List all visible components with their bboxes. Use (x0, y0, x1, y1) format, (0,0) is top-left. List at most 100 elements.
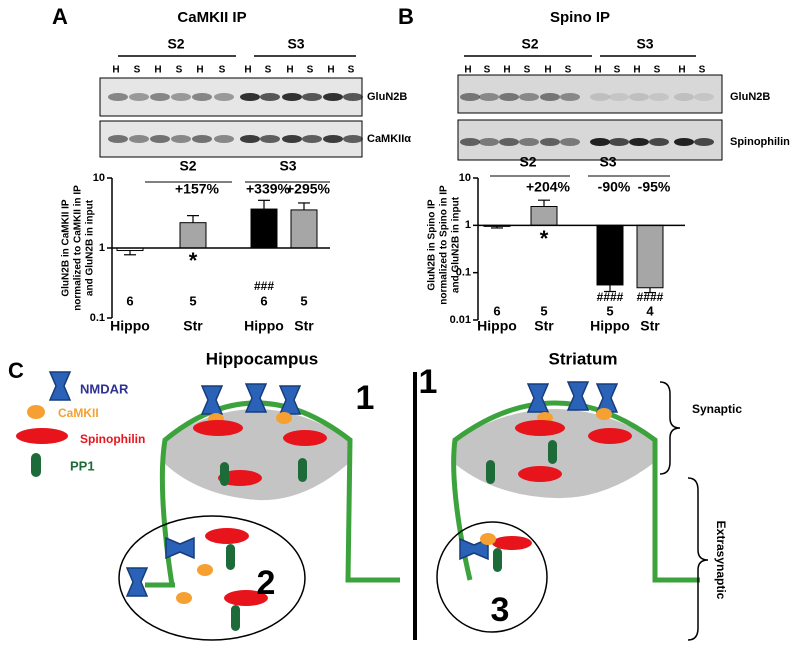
blot-band (302, 93, 322, 101)
legend-camkii-icon (27, 405, 45, 419)
lane-label: S (699, 65, 706, 76)
region-label: Hippocampus (206, 349, 318, 368)
blot-band (560, 93, 580, 101)
n-label: 4 (646, 303, 654, 318)
lane-label: H (594, 65, 601, 76)
panel-title: Spino IP (550, 9, 610, 26)
blot-label: GluN2B (730, 91, 770, 103)
brace-label: Synaptic (692, 402, 742, 416)
n-label: 6 (260, 293, 267, 308)
brace (687, 477, 709, 641)
blot-band (540, 138, 560, 146)
lane-label: S (307, 65, 314, 76)
y-tick-label: 10 (459, 172, 471, 184)
blot-band (214, 93, 234, 101)
brace-label: Extrasynaptic (714, 521, 728, 600)
blot-group-label: S3 (636, 36, 653, 52)
spinophilin (224, 590, 268, 606)
pool-circle (118, 515, 306, 641)
spinophilin (518, 466, 562, 482)
blot-band (629, 93, 649, 101)
blot-band (560, 138, 580, 146)
blot-band (260, 93, 280, 101)
nmdar (567, 381, 589, 411)
significance: ### (254, 279, 274, 293)
blot-band (150, 93, 170, 101)
spinophilin (283, 430, 327, 446)
annotation: +157% (175, 181, 220, 197)
y-tick-label: 0.01 (450, 314, 471, 326)
blot-band (499, 138, 519, 146)
bar (290, 209, 318, 249)
pp1 (298, 458, 307, 482)
blot-band (519, 138, 539, 146)
blot-band (649, 93, 669, 101)
blot-band (460, 93, 480, 101)
blot-band (674, 138, 694, 146)
pp1 (226, 544, 235, 570)
panel-letter: C (8, 358, 24, 383)
bar (596, 224, 624, 286)
blot-band (540, 93, 560, 101)
blot-band (343, 93, 363, 101)
blot-band (108, 135, 128, 143)
spinophilin (515, 420, 565, 436)
pp1 (548, 440, 557, 464)
blot-band (609, 138, 629, 146)
blot-band (171, 135, 191, 143)
brace (659, 381, 681, 475)
blot-band (171, 93, 191, 101)
blot-band (460, 138, 480, 146)
lane-label: S (654, 65, 661, 76)
blot-band (694, 138, 714, 146)
blot-band (590, 93, 610, 101)
lane-label: H (196, 65, 203, 76)
y-axis-label: normalized to Spino in IP (439, 185, 450, 305)
pool-label: 3 (491, 591, 510, 629)
pool-label: 1 (356, 379, 375, 417)
blot-band (590, 138, 610, 146)
spinophilin (193, 420, 243, 436)
group-label: S3 (279, 158, 296, 174)
significance: #### (597, 290, 624, 304)
y-tick-label: 0.1 (456, 267, 471, 279)
group-label: S2 (519, 154, 536, 170)
blot-band (260, 135, 280, 143)
blot-band (479, 93, 499, 101)
legend-nmdar-icon (49, 371, 71, 401)
blot-band (282, 93, 302, 101)
annotation: +295% (286, 181, 331, 197)
pp1 (493, 548, 502, 572)
pp1 (231, 605, 240, 631)
x-tick-label: Hippo (477, 318, 517, 334)
pp1 (220, 462, 229, 486)
blot-label: GluN2B (367, 91, 407, 103)
y-axis-label: and GluN2B in input (451, 196, 462, 293)
blot-band (694, 93, 714, 101)
n-label: 6 (126, 293, 133, 308)
significance: * (189, 248, 198, 273)
y-axis-label: GluN2B in Spino IP (427, 199, 438, 290)
lane-label: S (565, 65, 572, 76)
blot-band (302, 135, 322, 143)
annotation: +204% (526, 179, 571, 195)
lane-label: S (265, 65, 272, 76)
blot-group-label: S2 (167, 36, 184, 52)
blot-band (629, 138, 649, 146)
nmdar (596, 383, 618, 413)
camkii (596, 408, 612, 420)
x-tick-label: Str (294, 318, 314, 334)
camkii (276, 412, 292, 424)
group-label: S3 (599, 154, 616, 170)
n-label: 5 (300, 293, 307, 308)
bar (530, 205, 558, 226)
annotation: +339% (246, 181, 291, 197)
pp1 (486, 460, 495, 484)
significance: * (540, 226, 549, 251)
nmdar (527, 383, 549, 413)
nmdar (165, 537, 195, 559)
n-label: 6 (493, 303, 500, 318)
blot-band (129, 93, 149, 101)
x-tick-label: Str (534, 318, 554, 334)
bar (250, 208, 278, 249)
